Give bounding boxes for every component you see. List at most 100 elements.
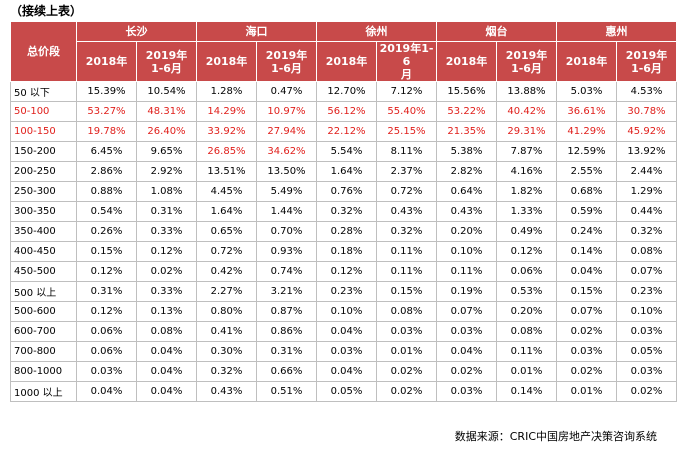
share-cell: 0.06%	[76, 341, 137, 362]
share-cell: 26.40%	[136, 121, 197, 142]
share-cell: 0.28%	[316, 221, 377, 242]
share-cell: 0.05%	[616, 341, 677, 362]
share-cell: 0.72%	[376, 181, 437, 202]
period-header-2018: 2018年	[316, 41, 377, 82]
share-cell: 0.04%	[556, 261, 617, 282]
share-cell: 0.44%	[616, 201, 677, 222]
period-header-2018: 2018年	[196, 41, 257, 82]
share-cell: 10.97%	[256, 101, 317, 122]
share-cell: 26.85%	[196, 141, 257, 162]
share-cell: 0.51%	[256, 381, 317, 402]
period-line1: 2019年	[625, 48, 668, 62]
share-cell: 53.27%	[76, 101, 137, 122]
city-header-haikou: 海口	[196, 21, 317, 42]
share-cell: 0.12%	[76, 261, 137, 282]
table-header: 总价段 长沙 海口 徐州 烟台 惠州 2018年 2019年 1-6月 2018年…	[10, 21, 677, 82]
share-cell: 0.32%	[316, 201, 377, 222]
table-row: 450-500 0.12% 0.02% 0.42% 0.74% 0.12% 0.11% 0.1…	[10, 261, 677, 282]
share-cell: 0.10%	[616, 301, 677, 322]
share-cell: 53.22%	[436, 101, 497, 122]
share-cell: 0.05%	[316, 381, 377, 402]
share-cell: 0.31%	[76, 281, 137, 302]
share-cell: 0.01%	[376, 341, 437, 362]
price-range-label: 700-800	[10, 341, 77, 362]
share-cell: 0.43%	[376, 201, 437, 222]
share-cell: 0.10%	[436, 241, 497, 262]
share-cell: 36.61%	[556, 101, 617, 122]
share-cell: 1.28%	[196, 81, 257, 102]
table-row: 500 以上 0.31% 0.33% 2.27% 3.21% 0.23% 0.15% 0.19…	[10, 281, 677, 302]
share-cell: 0.74%	[256, 261, 317, 282]
share-cell: 0.14%	[496, 381, 557, 402]
price-range-label: 1000 以上	[10, 381, 77, 402]
share-cell: 56.12%	[316, 101, 377, 122]
share-cell: 0.24%	[556, 221, 617, 242]
share-cell: 0.86%	[256, 321, 317, 342]
share-cell: 2.82%	[436, 161, 497, 182]
share-cell: 15.56%	[436, 81, 497, 102]
share-cell: 1.82%	[496, 181, 557, 202]
period-line1: 2019年	[145, 48, 188, 62]
share-cell: 0.02%	[436, 361, 497, 382]
share-cell: 0.11%	[376, 261, 437, 282]
share-cell: 0.04%	[316, 321, 377, 342]
share-cell: 0.15%	[76, 241, 137, 262]
table-row: 400-450 0.15% 0.12% 0.72% 0.93% 0.18% 0.11% 0.1…	[10, 241, 677, 262]
share-cell: 3.21%	[256, 281, 317, 302]
price-range-label: 400-450	[10, 241, 77, 262]
share-cell: 0.32%	[196, 361, 257, 382]
period-header-2018: 2018年	[436, 41, 497, 82]
table-caption: （接续上表）	[10, 4, 83, 18]
share-cell: 12.59%	[556, 141, 617, 162]
share-cell: 0.54%	[76, 201, 137, 222]
price-range-label: 350-400	[10, 221, 77, 242]
share-cell: 0.02%	[376, 361, 437, 382]
share-cell: 0.33%	[136, 221, 197, 242]
table-body: 50 以下 15.39% 10.54% 1.28% 0.47% 12.70% 7.12% 15…	[10, 81, 677, 402]
share-cell: 4.45%	[196, 181, 257, 202]
share-cell: 0.11%	[436, 261, 497, 282]
share-cell: 8.11%	[376, 141, 437, 162]
period-line2: 1-6月	[271, 61, 302, 75]
share-cell: 0.49%	[496, 221, 557, 242]
share-cell: 19.78%	[76, 121, 137, 142]
share-cell: 0.53%	[496, 281, 557, 302]
share-cell: 1.44%	[256, 201, 317, 222]
share-cell: 0.32%	[616, 221, 677, 242]
share-cell: 6.45%	[76, 141, 137, 162]
table-row: 50 以下 15.39% 10.54% 1.28% 0.47% 12.70% 7.12% 15…	[10, 81, 677, 102]
share-cell: 10.54%	[136, 81, 197, 102]
share-cell: 0.07%	[616, 261, 677, 282]
table-row: 700-800 0.06% 0.04% 0.30% 0.31% 0.03% 0.01% 0.0…	[10, 341, 677, 362]
share-cell: 2.44%	[616, 161, 677, 182]
period-line1: 2019年	[265, 48, 308, 62]
share-cell: 0.66%	[256, 361, 317, 382]
table-row: 200-250 2.86% 2.92% 13.51% 13.50% 1.64% 2.37% 2…	[10, 161, 677, 182]
share-cell: 0.12%	[316, 261, 377, 282]
share-cell: 5.54%	[316, 141, 377, 162]
table-row: 300-350 0.54% 0.31% 1.64% 1.44% 0.32% 0.43% 0.4…	[10, 201, 677, 222]
share-cell: 0.04%	[136, 361, 197, 382]
row-label-header: 总价段	[10, 21, 77, 82]
table-row: 350-400 0.26% 0.33% 0.65% 0.70% 0.28% 0.32% 0.2…	[10, 221, 677, 242]
share-cell: 2.55%	[556, 161, 617, 182]
share-cell: 5.38%	[436, 141, 497, 162]
share-cell: 2.27%	[196, 281, 257, 302]
share-cell: 15.39%	[76, 81, 137, 102]
share-cell: 0.12%	[496, 241, 557, 262]
share-cell: 27.94%	[256, 121, 317, 142]
price-range-label: 100-150	[10, 121, 77, 142]
share-cell: 0.76%	[316, 181, 377, 202]
share-cell: 33.92%	[196, 121, 257, 142]
share-cell: 41.29%	[556, 121, 617, 142]
share-cell: 0.68%	[556, 181, 617, 202]
share-cell: 7.87%	[496, 141, 557, 162]
share-cell: 0.03%	[556, 341, 617, 362]
share-cell: 13.50%	[256, 161, 317, 182]
share-cell: 21.35%	[436, 121, 497, 142]
share-cell: 0.08%	[376, 301, 437, 322]
